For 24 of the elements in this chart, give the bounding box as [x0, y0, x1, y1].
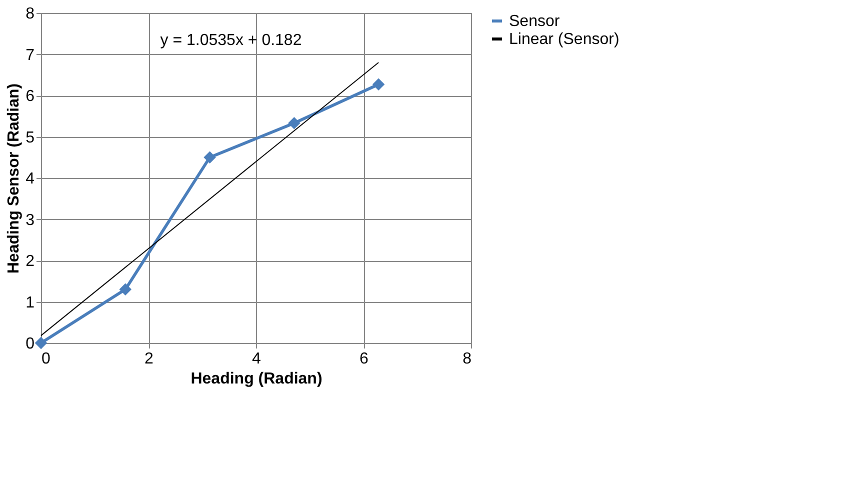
point	[119, 283, 132, 296]
point	[204, 151, 216, 164]
y-tick-label: 4	[26, 170, 35, 188]
point	[288, 117, 300, 130]
point	[34, 336, 48, 350]
y-tick-label: 3	[26, 212, 35, 229]
x-tick-label: 6	[360, 350, 369, 368]
x-axis-title: Heading (Radian)	[190, 370, 322, 388]
y-tick-label: 7	[26, 46, 35, 64]
y-tick-label: 2	[26, 253, 35, 270]
x-tick-label: 2	[144, 350, 154, 368]
y-axis-title: Heading Sensor (Radian)	[6, 83, 23, 274]
legend-label: Linear (Sensor)	[509, 31, 620, 48]
annotation: y = 1.0535x + 0.182	[160, 32, 302, 49]
x-tick-label: 4	[252, 350, 262, 368]
legend-label: Sensor	[509, 13, 560, 30]
y-tick-label: 1	[26, 294, 35, 312]
y-tick-label: 6	[26, 88, 35, 105]
y-tick-label: 0	[26, 336, 35, 352]
x-tick-label: 0	[42, 350, 50, 368]
y-tick-label: 8	[26, 6, 35, 22]
y-tick-label: 5	[26, 129, 35, 146]
x-tick-label: 8	[462, 350, 472, 368]
point	[372, 78, 385, 90]
